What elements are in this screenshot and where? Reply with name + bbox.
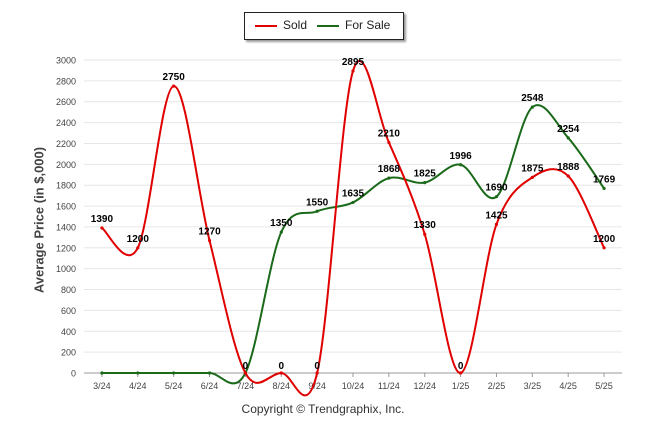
y-tick-label: 1000 — [56, 264, 76, 274]
legend[interactable]: Sold For Sale — [244, 12, 404, 40]
data-label-sold: 0 — [314, 361, 320, 372]
data-point-sold — [459, 371, 463, 375]
data-point-for-sale — [136, 371, 140, 375]
data-point-for-sale — [530, 105, 534, 109]
legend-label-for-sale[interactable]: For Sale — [345, 18, 391, 32]
y-tick-label: 1800 — [56, 181, 76, 191]
data-label-for-sale: 1690 — [485, 183, 508, 194]
data-label-sold: 1390 — [91, 214, 114, 225]
y-tick-label: 1200 — [56, 243, 76, 253]
data-label-sold: 0 — [458, 361, 464, 372]
data-label-sold: 1270 — [198, 226, 221, 237]
x-tick-label: 4/25 — [559, 381, 577, 391]
data-label-sold: 1888 — [557, 162, 580, 173]
data-point-sold — [315, 371, 319, 375]
copyright-footer: Copyright © Trendgraphix, Inc. — [241, 402, 405, 416]
data-point-sold — [136, 246, 140, 250]
data-label-sold: 2895 — [342, 57, 365, 68]
data-label-for-sale: 1996 — [449, 151, 472, 162]
data-label-sold: 2210 — [378, 128, 401, 139]
data-point-for-sale — [423, 180, 427, 185]
x-tick-label: 8/24 — [273, 381, 291, 391]
y-tick-label: 2400 — [56, 118, 76, 128]
data-point-for-sale — [566, 136, 570, 140]
data-point-for-sale — [494, 195, 499, 199]
data-point-sold — [530, 175, 534, 179]
x-tick-label: 7/24 — [237, 381, 255, 391]
data-point-sold — [494, 222, 499, 226]
x-tick-label: 5/24 — [165, 381, 183, 391]
data-label-sold: 1200 — [593, 234, 616, 245]
data-label-sold: 0 — [243, 361, 249, 372]
data-point-sold — [172, 84, 176, 88]
data-point-sold — [100, 226, 104, 230]
x-tick-label: 11/24 — [378, 381, 400, 391]
data-label-sold: 1330 — [414, 220, 437, 231]
data-label-for-sale: 1825 — [414, 169, 437, 180]
data-point-for-sale — [100, 371, 104, 375]
legend-swatch-for-sale — [317, 25, 339, 27]
y-tick-label: 2200 — [56, 139, 76, 149]
y-tick-label: 1600 — [56, 202, 76, 212]
y-tick-label: 600 — [61, 306, 76, 316]
data-label-sold: 0 — [278, 361, 284, 372]
x-tick-label: 3/25 — [524, 381, 542, 391]
x-tick-label: 4/24 — [129, 381, 147, 391]
data-point-sold — [602, 246, 606, 250]
data-point-sold — [387, 140, 391, 145]
y-tick-label: 2000 — [56, 160, 76, 170]
data-point-sold — [566, 174, 570, 178]
data-label-for-sale: 1769 — [593, 174, 616, 185]
y-tick-label: 1400 — [56, 222, 76, 232]
y-tick-label: 200 — [61, 348, 76, 358]
y-axis-title: Average Price (in $,000) — [31, 146, 47, 294]
data-point-sold — [243, 371, 247, 375]
data-label-for-sale: 1550 — [306, 197, 329, 208]
y-tick-label: 800 — [61, 285, 76, 295]
data-point-for-sale — [207, 371, 212, 375]
data-label-sold: 1425 — [485, 210, 508, 221]
data-point-for-sale — [172, 371, 176, 375]
data-label-sold: 1875 — [521, 163, 544, 174]
data-label-for-sale: 1868 — [378, 164, 401, 175]
data-point-sold — [207, 238, 212, 243]
data-label-sold: 1200 — [127, 234, 150, 245]
data-point-sold — [351, 69, 355, 73]
data-point-for-sale — [387, 176, 391, 180]
y-tick-label: 2600 — [56, 97, 76, 107]
data-point-for-sale — [602, 186, 606, 191]
x-tick-label: 10/24 — [342, 381, 365, 391]
data-label-for-sale: 2254 — [557, 124, 580, 135]
data-point-sold — [423, 232, 427, 236]
y-tick-label: 3000 — [56, 56, 76, 66]
series-line-for-sale — [101, 104, 605, 385]
data-label-for-sale: 2548 — [521, 93, 544, 104]
y-tick-label: 400 — [61, 327, 76, 337]
x-tick-label: 1/25 — [452, 381, 470, 391]
data-point-sold — [279, 371, 283, 375]
x-tick-label: 12/24 — [413, 381, 436, 391]
y-tick-label: 0 — [71, 369, 76, 379]
data-label-sold: 2750 — [163, 72, 186, 83]
x-tick-label: 3/24 — [93, 381, 111, 391]
x-tick-label: 2/25 — [488, 381, 506, 391]
data-point-for-sale — [279, 230, 283, 234]
legend-swatch-sold — [255, 25, 277, 27]
data-point-for-sale — [315, 209, 319, 213]
legend-label-sold[interactable]: Sold — [283, 18, 308, 32]
data-point-for-sale — [459, 163, 463, 167]
data-label-for-sale: 1635 — [342, 188, 365, 199]
x-tick-label: 6/24 — [201, 381, 219, 391]
data-label-for-sale: 1350 — [270, 218, 293, 229]
data-point-for-sale — [351, 200, 355, 205]
x-tick-label: 9/24 — [308, 381, 326, 391]
y-tick-label: 2800 — [56, 76, 76, 86]
x-tick-label: 5/25 — [595, 381, 613, 391]
